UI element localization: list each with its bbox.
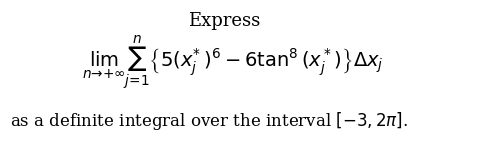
Text: $\lim_{n\to+\infty}\sum_{j=1}^{n}\left\{5(x_j^*)^6 - 6\tan^8(x_j^*)\right\}\Delt: $\lim_{n\to+\infty}\sum_{j=1}^{n}\left\{… [82, 33, 383, 91]
Text: as a definite integral over the interval $[-3, 2\pi]$.: as a definite integral over the interval… [10, 110, 408, 132]
Text: Express: Express [188, 12, 260, 30]
